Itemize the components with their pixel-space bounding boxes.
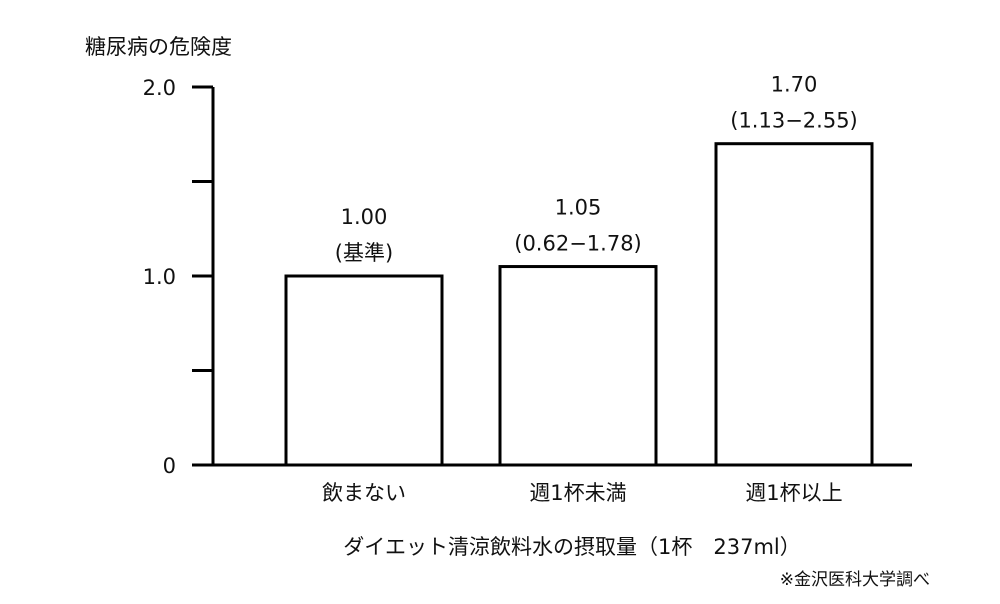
y-tick-label: 1.0 (143, 265, 176, 289)
interval-label: (1.13−2.55) (730, 109, 858, 133)
y-axis-label: 糖尿病の危険度 (85, 35, 232, 59)
y-tick-label: 0 (163, 454, 176, 478)
bar (498, 265, 658, 467)
interval-label: (0.62−1.78) (514, 232, 642, 256)
y-tick-label: 2.0 (143, 76, 176, 100)
source-note: ※金沢医科大学調べ (780, 570, 930, 590)
value-label: 1.70 (771, 73, 818, 97)
value-label: 1.05 (555, 196, 602, 220)
x-axis-label: ダイエット清涼飲料水の摂取量（1杯 237ml） (343, 535, 801, 559)
x-tick-label: 週1杯未満 (529, 481, 626, 505)
x-tick-label: 飲まない (322, 481, 406, 505)
interval-label: (基準) (335, 241, 393, 265)
bar (714, 142, 874, 467)
bar (284, 274, 444, 467)
x-tick-label: 週1杯以上 (745, 481, 842, 505)
value-label: 1.00 (341, 205, 388, 229)
